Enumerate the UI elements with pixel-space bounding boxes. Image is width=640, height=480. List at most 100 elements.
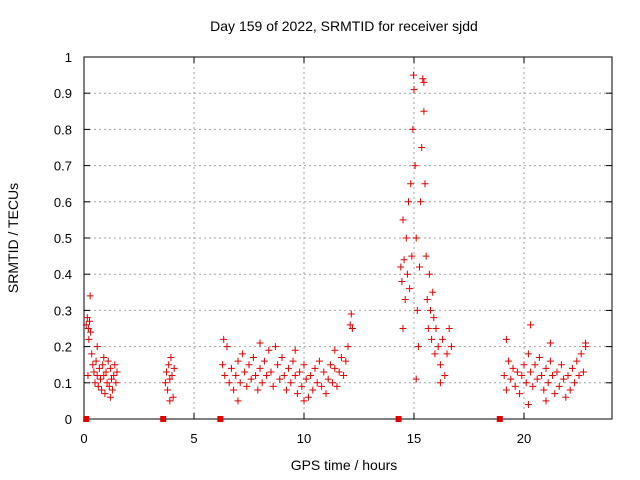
data-point [337,353,345,361]
data-point [398,277,406,285]
data-point [527,321,535,329]
data-point [225,379,233,387]
data-point [571,379,579,387]
data-point [98,386,106,394]
data-point [249,353,257,361]
chart-title: Day 159 of 2022, SRMTID for receiver sjd… [210,18,478,34]
data-point [340,372,348,380]
data-point [555,382,563,390]
data-point [436,361,444,369]
data-point [502,335,510,343]
data-point [92,357,100,365]
data-point [575,372,583,380]
x-tick-label: 5 [190,431,197,446]
data-point [320,368,328,376]
data-point [425,270,433,278]
data-point [220,335,228,343]
data-point [100,372,108,380]
data-point [97,375,104,383]
data-point [300,397,308,405]
data-point [408,252,416,260]
data-point [269,382,277,390]
data-point [414,343,422,351]
data-point [110,372,118,380]
data-point [400,256,408,264]
y-tick-label: 0 [65,412,72,427]
data-point [108,375,115,383]
data-point [99,361,107,369]
data-point [527,368,535,376]
data-point [447,343,455,351]
data-point [302,375,310,383]
data-point [170,364,178,372]
data-point [168,372,176,380]
data-point [348,325,356,332]
data-point [161,379,169,387]
data-point [518,372,526,380]
y-tick-label: 0.4 [54,267,72,282]
data-point [313,379,321,387]
data-point [322,390,330,398]
data-point [422,252,430,260]
data-point [318,382,326,390]
data-point [428,335,436,343]
data-point [256,364,264,372]
zero-marker [217,416,224,422]
data-point [102,368,110,376]
data-point [439,335,447,343]
y-tick-label: 0.2 [54,340,72,355]
data-point [407,180,415,188]
data-point [421,180,429,188]
data-point [165,361,173,369]
data-point [258,379,266,387]
data-point [267,368,275,376]
data-point [254,386,262,394]
y-tick-label: 0.5 [54,231,72,246]
y-tick-label: 0.3 [54,303,72,318]
data-point [86,317,93,325]
data-point [405,198,412,206]
data-point [83,314,91,322]
data-point [524,401,532,409]
data-point [335,368,343,376]
data-point [544,379,552,387]
data-point [502,386,510,394]
data-point [429,288,437,296]
data-point [326,361,334,369]
y-tick-label: 0.6 [54,195,72,210]
data-point [296,368,304,376]
data-point [410,71,418,79]
data-point [427,306,434,314]
data-point [423,296,431,304]
data-point [516,390,524,398]
data-point [401,296,409,304]
data-point [513,368,521,376]
data-point [300,361,308,369]
data-point [520,361,528,369]
data-point [533,375,541,383]
data-point [419,75,427,83]
data-point [551,390,559,398]
data-point [577,350,585,358]
data-point [307,372,315,380]
data-point [413,306,421,314]
data-point [289,357,297,365]
data-point [219,361,227,369]
data-point [412,234,420,242]
data-point [112,379,120,387]
data-point [260,357,268,365]
data-point [84,325,92,332]
data-point [84,372,92,380]
data-point [280,372,288,380]
data-point [88,350,96,358]
data-point [265,346,273,354]
data-point [420,78,428,86]
data-point [331,364,339,372]
data-point [86,292,94,300]
data-point [103,379,111,387]
data-point [431,350,439,358]
data-point [507,375,515,383]
data-point [241,368,249,376]
data-point [311,364,319,372]
